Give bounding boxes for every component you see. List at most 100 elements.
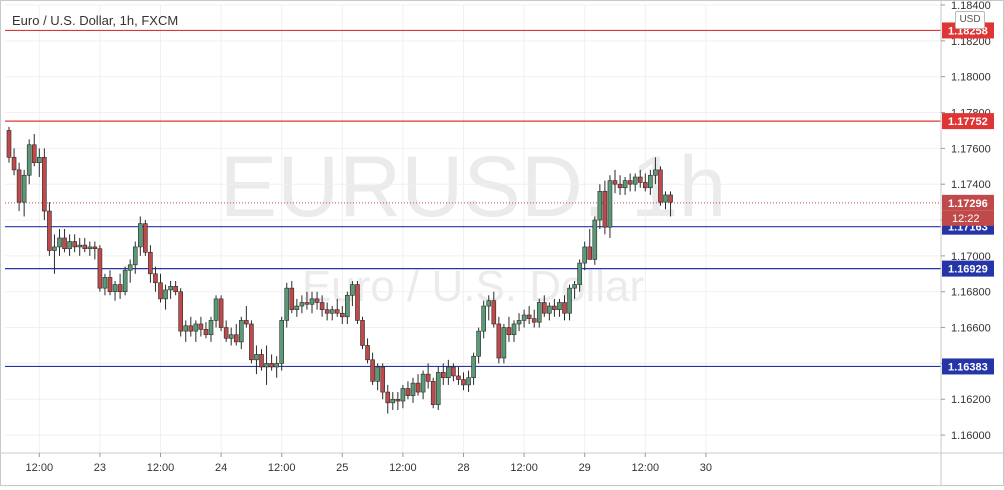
candle-body[interactable] xyxy=(390,398,396,404)
candle-body[interactable] xyxy=(284,287,290,321)
candle-body[interactable] xyxy=(400,388,406,402)
candle-body[interactable] xyxy=(617,183,623,189)
candle-body[interactable] xyxy=(375,366,380,382)
candle-body[interactable] xyxy=(87,246,93,250)
candle-body[interactable] xyxy=(117,284,123,293)
candle-body[interactable] xyxy=(244,320,249,325)
candle-body[interactable] xyxy=(501,327,507,359)
candle-body[interactable] xyxy=(526,314,532,319)
candle-body[interactable] xyxy=(461,379,466,386)
candle-body[interactable] xyxy=(385,391,391,404)
candle-body[interactable] xyxy=(642,182,648,189)
candle-body[interactable] xyxy=(193,323,199,332)
candle-body[interactable] xyxy=(622,180,628,189)
candle-body[interactable] xyxy=(31,144,37,163)
candle-body[interactable] xyxy=(547,305,552,314)
candle-body[interactable] xyxy=(188,325,194,332)
candle-body[interactable] xyxy=(168,286,173,291)
candle-body[interactable] xyxy=(208,320,214,336)
candle-body[interactable] xyxy=(132,246,138,266)
candle-body[interactable] xyxy=(107,277,113,293)
candle-body[interactable] xyxy=(572,284,577,289)
candle-body[interactable] xyxy=(47,210,52,251)
candle-body[interactable] xyxy=(345,295,350,318)
candle-body[interactable] xyxy=(380,366,386,393)
candle-body[interactable] xyxy=(355,284,360,321)
candle-body[interactable] xyxy=(264,363,269,368)
candle-body[interactable] xyxy=(365,345,370,361)
candle-body[interactable] xyxy=(102,277,108,289)
candle-body[interactable] xyxy=(178,291,183,332)
candle-body[interactable] xyxy=(451,366,456,377)
candle-body[interactable] xyxy=(223,327,229,339)
candle-body[interactable] xyxy=(294,305,300,310)
candle-body[interactable] xyxy=(138,223,143,248)
candle-body[interactable] xyxy=(203,329,209,336)
candle-body[interactable] xyxy=(637,176,643,183)
candle-body[interactable] xyxy=(567,287,572,314)
candle-body[interactable] xyxy=(153,273,158,284)
candle-body[interactable] xyxy=(663,194,668,203)
candle-body[interactable] xyxy=(446,366,451,379)
candle-body[interactable] xyxy=(112,284,118,293)
candle-body[interactable] xyxy=(456,375,461,380)
candle-body[interactable] xyxy=(324,309,330,314)
candle-body[interactable] xyxy=(602,191,608,228)
candle-body[interactable] xyxy=(319,302,325,310)
candle-body[interactable] xyxy=(597,191,603,221)
candle-body[interactable] xyxy=(254,354,259,361)
candle-body[interactable] xyxy=(430,381,436,405)
candle-body[interactable] xyxy=(410,382,416,396)
candle-body[interactable] xyxy=(592,219,598,260)
candle-body[interactable] xyxy=(173,286,178,293)
candle-body[interactable] xyxy=(213,298,219,321)
candle-body[interactable] xyxy=(506,327,512,336)
candle-body[interactable] xyxy=(658,169,663,203)
candle-body[interactable] xyxy=(36,157,42,163)
candle-body[interactable] xyxy=(486,300,492,307)
candle-body[interactable] xyxy=(607,180,613,228)
candle-body[interactable] xyxy=(491,300,497,325)
candle-body[interactable] xyxy=(16,169,22,203)
candle-body[interactable] xyxy=(127,264,133,271)
candle-body[interactable] xyxy=(233,334,239,343)
candle-body[interactable] xyxy=(148,251,153,275)
candle-body[interactable] xyxy=(259,354,264,368)
candle-body[interactable] xyxy=(97,248,103,289)
candle-body[interactable] xyxy=(612,180,618,185)
candle-body[interactable] xyxy=(334,309,340,314)
candle-body[interactable] xyxy=(299,302,305,307)
candle-body[interactable] xyxy=(92,246,98,250)
candle-body[interactable] xyxy=(471,355,476,379)
candle-body[interactable] xyxy=(587,246,593,260)
candle-body[interactable] xyxy=(435,372,441,405)
candle-body[interactable] xyxy=(370,359,375,382)
candle-body[interactable] xyxy=(577,262,582,285)
candle-body[interactable] xyxy=(239,320,244,343)
candle-body[interactable] xyxy=(481,305,487,332)
candle-body[interactable] xyxy=(122,269,128,293)
candle-body[interactable] xyxy=(11,157,17,171)
candle-body[interactable] xyxy=(158,282,163,300)
candle-body[interactable] xyxy=(82,244,88,250)
candle-body[interactable] xyxy=(516,320,522,325)
candle-body[interactable] xyxy=(42,157,47,212)
candle-body[interactable] xyxy=(163,289,168,300)
candle-body[interactable] xyxy=(249,323,254,361)
candle-body[interactable] xyxy=(26,144,32,176)
candle-body[interactable] xyxy=(536,302,542,323)
candle-body[interactable] xyxy=(521,314,527,321)
candle-body[interactable] xyxy=(582,246,588,264)
candle-body[interactable] xyxy=(511,323,517,336)
candle-body[interactable] xyxy=(339,312,345,318)
candle-body[interactable] xyxy=(289,287,295,310)
candle-body[interactable] xyxy=(143,223,148,253)
candle-body[interactable] xyxy=(466,377,471,386)
candle-body[interactable] xyxy=(77,244,82,248)
candle-body[interactable] xyxy=(314,298,320,303)
candle-body[interactable] xyxy=(632,176,638,185)
candle-body[interactable] xyxy=(309,298,315,305)
candle-body[interactable] xyxy=(183,325,189,332)
candle-body[interactable] xyxy=(218,298,224,328)
